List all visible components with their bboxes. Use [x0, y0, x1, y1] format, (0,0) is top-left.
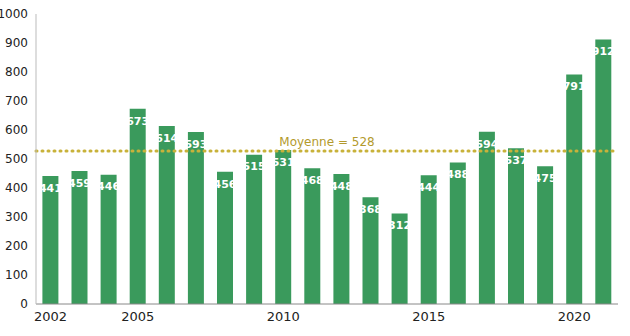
svg-text:900: 900 [8, 36, 28, 50]
svg-text:800: 800 [8, 65, 28, 79]
svg-text:468: 468 [301, 174, 324, 187]
svg-text:531: 531 [272, 156, 295, 169]
svg-text:673: 673 [126, 115, 149, 128]
svg-text:0: 0 [20, 297, 28, 311]
svg-text:2020: 2020 [558, 309, 591, 324]
svg-text:594: 594 [475, 138, 498, 151]
svg-text:614: 614 [155, 132, 178, 145]
svg-text:700: 700 [8, 94, 28, 108]
svg-text:1000: 1000 [8, 7, 28, 21]
svg-text:2010: 2010 [267, 309, 300, 324]
svg-text:500: 500 [8, 152, 28, 166]
svg-text:200: 200 [8, 239, 28, 253]
svg-text:444: 444 [417, 181, 440, 194]
svg-text:459: 459 [68, 177, 91, 190]
svg-text:300: 300 [8, 210, 28, 224]
svg-text:791: 791 [563, 80, 586, 93]
svg-text:456: 456 [214, 178, 237, 191]
svg-text:400: 400 [8, 181, 28, 195]
svg-text:312: 312 [388, 219, 411, 232]
svg-text:2002: 2002 [34, 309, 67, 324]
svg-text:912: 912 [592, 45, 615, 58]
svg-text:2005: 2005 [121, 309, 154, 324]
svg-text:441: 441 [39, 182, 62, 195]
svg-text:368: 368 [359, 203, 382, 216]
svg-text:2015: 2015 [412, 309, 445, 324]
svg-text:Moyenne = 528: Moyenne = 528 [279, 135, 374, 149]
svg-text:100: 100 [8, 268, 28, 282]
svg-text:475: 475 [534, 172, 557, 185]
svg-text:515: 515 [243, 160, 266, 173]
svg-text:448: 448 [330, 180, 353, 193]
svg-text:537: 537 [505, 154, 528, 167]
svg-text:488: 488 [446, 168, 469, 181]
svg-text:593: 593 [184, 138, 207, 151]
svg-text:600: 600 [8, 123, 28, 137]
svg-text:446: 446 [97, 180, 120, 193]
